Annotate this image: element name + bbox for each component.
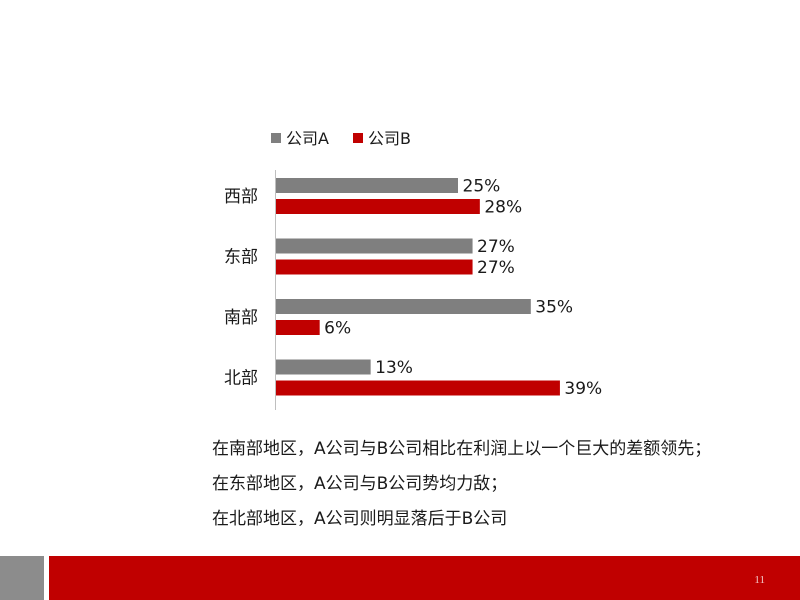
value-label-b-1: 27% [477, 258, 515, 278]
bar-a-0 [276, 178, 458, 193]
notes-list: 在南部地区，A公司与B公司相比在利润上以一个巨大的差额领先； 在东部地区，A公司… [212, 432, 711, 537]
bar-a-1 [276, 238, 473, 254]
bar-b-0 [276, 199, 480, 214]
bar-b-2 [276, 320, 320, 335]
value-label-a-2: 35% [535, 298, 573, 318]
bar-b-1 [276, 259, 473, 275]
legend-swatch-a [271, 133, 281, 143]
note-south: 在南部地区，A公司与B公司相比在利润上以一个巨大的差额领先； [212, 439, 712, 459]
category-label-3: 北部 [224, 369, 258, 389]
legend-label-b: 公司B [368, 129, 411, 148]
bar-chart: 25%28% 西部 27%27% 东部 35% 6% 南部 13% 39% 北部 公司A 公司B [224, 129, 602, 410]
note-east: 在东部地区，A公司与B公司势均力敌； [212, 474, 508, 494]
value-label-b-2: 6% [324, 319, 351, 339]
value-label-a-3: 13% [375, 358, 413, 378]
value-label-b-3: 39% [564, 379, 602, 399]
category-label-0: 西部 [224, 187, 258, 207]
page-number: 11 [754, 574, 765, 586]
category-label-2: 南部 [224, 308, 258, 328]
value-label-a-0: 25% [463, 177, 501, 197]
bar-b-3 [276, 380, 560, 396]
bar-a-3 [276, 359, 371, 375]
footer-gray-block [0, 556, 44, 600]
value-label-a-1: 27% [477, 237, 515, 257]
value-label-b-0: 28% [484, 198, 522, 218]
note-north: 在北部地区，A公司则明显落后于B公司 [212, 509, 508, 529]
bar-a-2 [276, 299, 531, 314]
footer-red-bar [49, 556, 800, 600]
legend-swatch-b [353, 133, 363, 143]
category-label-1: 东部 [224, 248, 258, 268]
legend-label-a: 公司A [286, 129, 329, 148]
